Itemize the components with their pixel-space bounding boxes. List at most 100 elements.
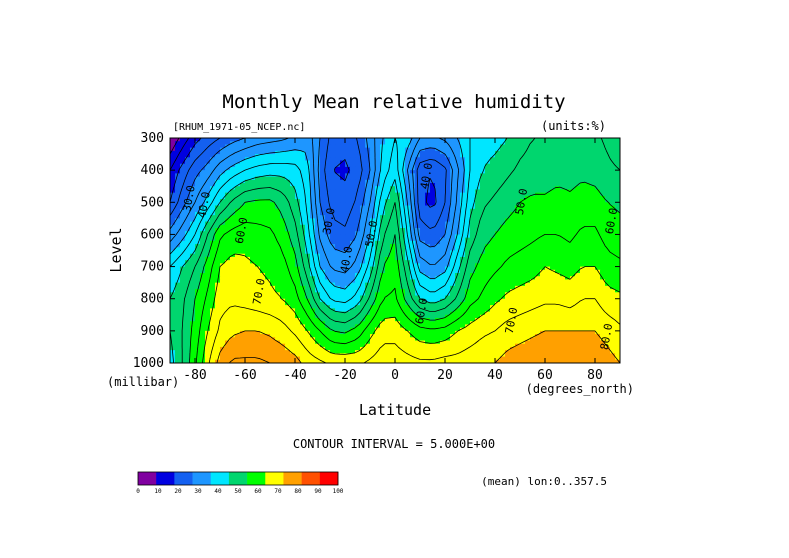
contour-cell xyxy=(180,154,186,158)
contour-cell xyxy=(485,247,491,251)
contour-cell xyxy=(480,192,486,197)
contour-cell xyxy=(385,179,391,184)
contour-cell xyxy=(490,218,496,222)
contour-cell xyxy=(535,237,541,242)
contour-cell xyxy=(275,298,281,303)
contour-cell xyxy=(470,244,476,248)
contour-cell xyxy=(225,260,231,264)
contour-cell xyxy=(520,205,526,210)
contour-cell xyxy=(445,160,451,165)
contour-cell xyxy=(270,215,276,219)
contour-cell xyxy=(555,301,561,306)
contour-cell xyxy=(495,141,501,145)
contour-cell xyxy=(535,141,541,145)
contour-cell xyxy=(400,308,406,312)
contour-cell xyxy=(300,301,306,306)
contour-cell xyxy=(490,157,496,161)
contour-cell xyxy=(600,298,606,303)
contour-cell xyxy=(565,215,571,219)
contour-cell xyxy=(340,199,346,203)
contour-cell xyxy=(200,211,206,216)
contour-cell xyxy=(440,285,446,290)
contour-cell xyxy=(170,263,176,267)
contour-cell xyxy=(425,237,431,242)
contour-cell xyxy=(295,141,301,145)
contour-cell xyxy=(250,228,256,232)
contour-cell xyxy=(450,144,456,149)
contour-cell xyxy=(585,234,591,239)
contour-cell xyxy=(305,170,311,174)
contour-cell xyxy=(385,144,391,149)
contour-cell xyxy=(495,218,501,222)
contour-cell xyxy=(430,301,436,306)
contour-cell xyxy=(265,231,271,235)
contour-cell xyxy=(250,211,256,216)
contour-cell xyxy=(565,218,571,222)
contour-cell xyxy=(495,273,501,277)
contour-cell xyxy=(380,285,386,290)
contour-cell xyxy=(170,244,176,248)
contour-cell xyxy=(260,176,266,181)
contour-cell xyxy=(440,147,446,152)
contour-cell xyxy=(570,240,576,245)
contour-cell xyxy=(565,147,571,152)
contour-cell xyxy=(590,273,596,277)
contour-cell xyxy=(350,208,356,213)
contour-cell xyxy=(540,205,546,210)
contour-cell xyxy=(610,192,616,197)
contour-cell xyxy=(235,144,241,149)
contour-cell xyxy=(275,224,281,229)
contour-cell xyxy=(355,311,361,316)
contour-cell xyxy=(360,314,366,319)
contour-cell xyxy=(325,202,331,206)
contour-cell xyxy=(175,183,181,187)
contour-cell xyxy=(320,199,326,203)
contour-cell xyxy=(500,154,506,158)
contour-cell xyxy=(425,289,431,293)
contour-cell xyxy=(460,269,466,274)
contour-cell xyxy=(450,269,456,274)
contour-cell xyxy=(300,189,306,194)
contour-cell xyxy=(340,211,346,216)
contour-cell xyxy=(265,247,271,251)
contour-cell xyxy=(435,141,441,145)
contour-cell xyxy=(495,305,501,309)
contour-cell xyxy=(175,237,181,242)
contour-cell xyxy=(170,228,176,232)
contour-cell xyxy=(405,260,411,264)
contour-cell xyxy=(530,269,536,274)
contour-cell xyxy=(380,192,386,197)
contour-cell xyxy=(460,234,466,239)
contour-cell xyxy=(290,269,296,274)
contour-cell xyxy=(515,205,521,210)
contour-cell xyxy=(355,195,361,200)
contour-cell xyxy=(610,228,616,232)
contour-cell xyxy=(275,141,281,145)
contour-cell xyxy=(380,208,386,213)
contour-cell xyxy=(510,301,516,306)
contour-cell xyxy=(175,269,181,274)
contour-cell xyxy=(490,224,496,229)
contour-cell xyxy=(345,144,351,149)
contour-cell xyxy=(475,295,481,300)
contour-cell xyxy=(205,199,211,203)
contour-cell xyxy=(290,305,296,309)
contour-cell xyxy=(540,266,546,271)
contour-cell xyxy=(580,157,586,161)
contour-cell xyxy=(580,250,586,255)
contour-cell xyxy=(315,298,321,303)
contour-cell xyxy=(290,202,296,206)
contour-cell xyxy=(250,138,256,142)
contour-cell xyxy=(615,147,620,152)
contour-cell xyxy=(225,237,231,242)
contour-cell xyxy=(555,282,561,287)
contour-cell xyxy=(400,176,406,181)
contour-cell xyxy=(520,166,526,171)
contour-cell xyxy=(515,228,521,232)
contour-cell xyxy=(435,205,441,210)
contour-cell xyxy=(325,253,331,258)
contour-cell xyxy=(340,256,346,261)
contour-cell xyxy=(320,273,326,277)
contour-cell xyxy=(515,273,521,277)
contour-cell xyxy=(515,237,521,242)
